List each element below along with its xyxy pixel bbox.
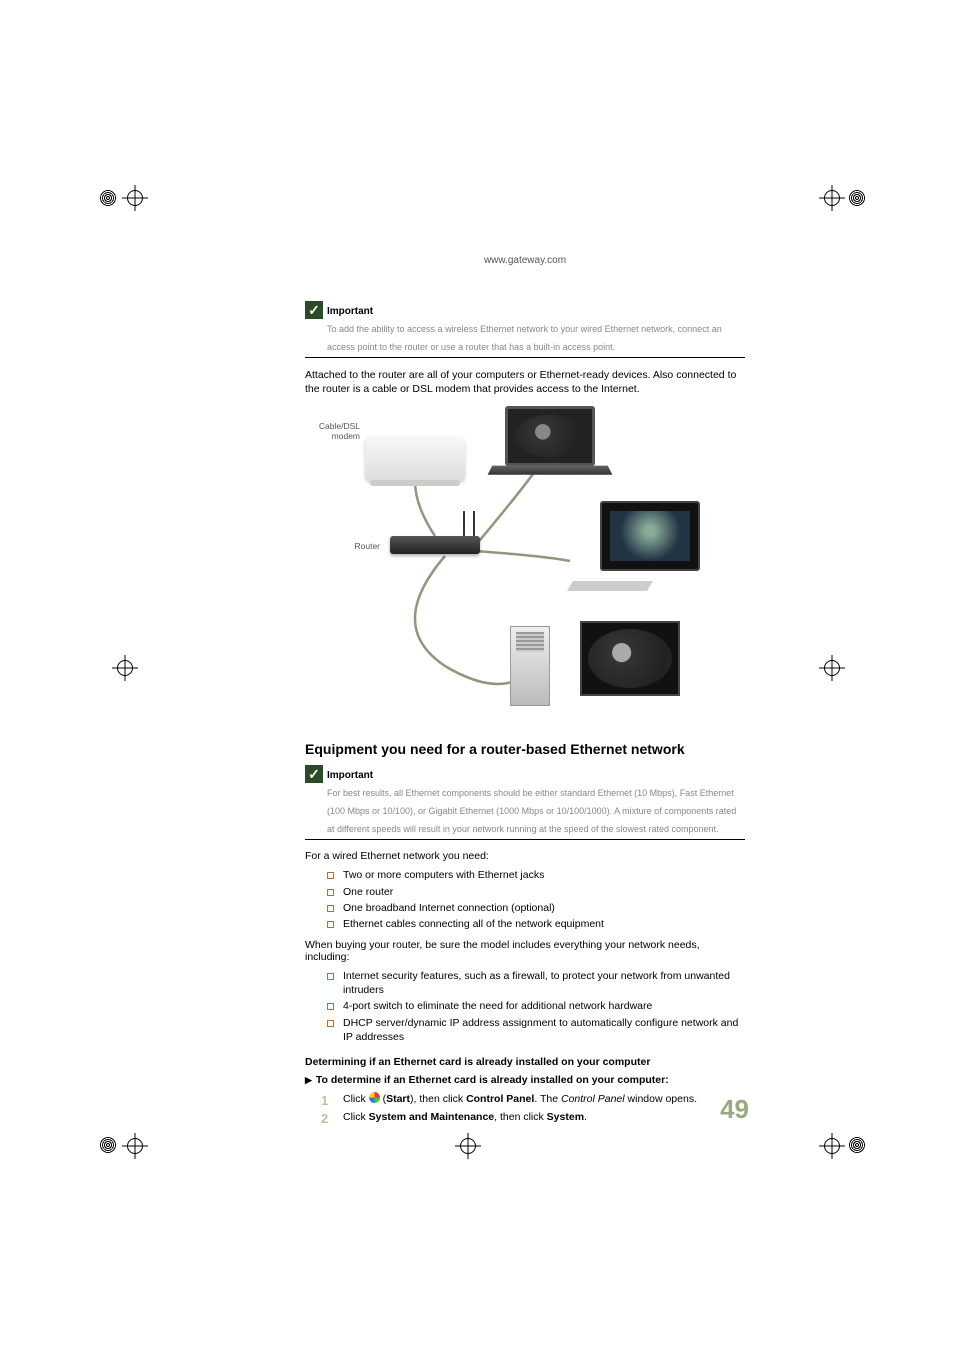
crop-mark [100, 1125, 140, 1165]
requirements-list: Two or more computers with Ethernet jack… [305, 868, 745, 931]
important-note-1: ✓ Important To add the ability to access… [305, 301, 745, 358]
windows-start-icon [369, 1092, 380, 1103]
modem-graphic [365, 436, 465, 481]
network-diagram: Cable/DSL modem Router [325, 406, 705, 716]
step-number: 2 [321, 1110, 328, 1129]
page-body: www.gateway.com ✓ Important To add the a… [305, 255, 745, 1128]
important-label: Important [327, 306, 373, 317]
important-label: Important [327, 770, 373, 781]
list-item: 4-port switch to eliminate the need for … [327, 999, 745, 1013]
important-text: For best results, all Ethernet component… [327, 788, 736, 834]
section-heading: Equipment you need for a router-based Et… [305, 741, 745, 757]
list-item: DHCP server/dynamic IP address assignmen… [327, 1016, 745, 1044]
triangle-icon: ▶ [305, 1075, 312, 1085]
procedure-title: ▶To determine if an Ethernet card is alr… [305, 1074, 745, 1086]
list-item: Ethernet cables connecting all of the ne… [327, 917, 745, 931]
router-features-list: Internet security features, such as a fi… [305, 969, 745, 1044]
crop-mark [100, 655, 140, 695]
check-icon: ✓ [305, 765, 323, 783]
crop-mark [819, 655, 859, 695]
modem-label: Cable/DSL modem [315, 421, 360, 441]
page-number: 49 [720, 1094, 749, 1125]
router-label: Router [335, 541, 380, 551]
crop-mark [819, 185, 859, 225]
step-1: 1 Click (Start), then click Control Pane… [327, 1092, 745, 1107]
paragraph: Attached to the router are all of your c… [305, 368, 745, 396]
desktop-graphic-1 [550, 501, 700, 591]
important-text: To add the ability to access a wireless … [327, 324, 722, 352]
list-item: Internet security features, such as a fi… [327, 969, 745, 997]
crop-mark [100, 185, 140, 225]
crop-mark [455, 1125, 495, 1165]
laptop-graphic [490, 406, 610, 486]
list-item: One router [327, 885, 745, 899]
router-graphic [390, 536, 480, 554]
list-intro: For a wired Ethernet network you need: [305, 850, 745, 862]
desktop-graphic-2 [510, 606, 690, 706]
list-item: Two or more computers with Ethernet jack… [327, 868, 745, 882]
subheading: Determining if an Ethernet card is alrea… [305, 1056, 745, 1068]
check-icon: ✓ [305, 301, 323, 319]
crop-mark [819, 1125, 859, 1165]
list-item: One broadband Internet connection (optio… [327, 901, 745, 915]
list-intro: When buying your router, be sure the mod… [305, 939, 745, 963]
steps-list: 1 Click (Start), then click Control Pane… [305, 1092, 745, 1125]
step-number: 1 [321, 1092, 328, 1111]
important-note-2: ✓ Important For best results, all Ethern… [305, 765, 745, 840]
step-2: 2 Click System and Maintenance, then cli… [327, 1110, 745, 1125]
header-url: www.gateway.com [305, 255, 745, 266]
